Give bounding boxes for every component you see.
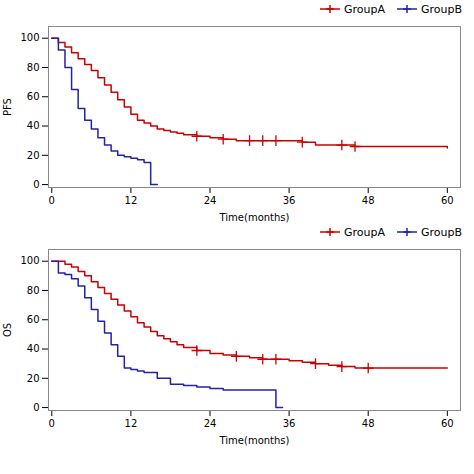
svg-text:20: 20	[27, 373, 40, 384]
svg-text:Time(months): Time(months)	[219, 435, 290, 446]
svg-text:36: 36	[283, 418, 296, 429]
svg-text:0: 0	[33, 179, 39, 190]
svg-text:12: 12	[125, 418, 138, 429]
svg-text:60: 60	[27, 91, 40, 102]
svg-text:0: 0	[33, 402, 39, 413]
svg-text:80: 80	[27, 285, 40, 296]
svg-text:48: 48	[362, 195, 375, 206]
html-text:GroupB: GroupB	[421, 225, 462, 239]
svg-text:24: 24	[204, 195, 217, 206]
svg-text:100: 100	[20, 255, 39, 266]
svg-text:40: 40	[27, 343, 40, 354]
html-text:GroupA: GroupA	[343, 225, 385, 239]
svg-text:40: 40	[27, 120, 40, 131]
svg-text:60: 60	[441, 195, 454, 206]
svg-text:48: 48	[362, 418, 375, 429]
svg-text:12: 12	[125, 195, 138, 206]
svg-text:0: 0	[49, 418, 55, 429]
svg-text:Time(months): Time(months)	[219, 212, 290, 223]
svg-text:60: 60	[27, 314, 40, 325]
html-text:GroupB: GroupB	[421, 2, 462, 16]
svg-text:PFS: PFS	[2, 98, 13, 116]
svg-text:80: 80	[27, 62, 40, 73]
svg-text:60: 60	[441, 418, 454, 429]
svg-text:36: 36	[283, 195, 296, 206]
svg-text:20: 20	[27, 150, 40, 161]
svg-text:100: 100	[20, 32, 39, 43]
svg-text:24: 24	[204, 418, 217, 429]
svg-text:OS: OS	[2, 323, 13, 337]
html-text:GroupA: GroupA	[343, 2, 385, 16]
svg-text:0: 0	[49, 195, 55, 206]
